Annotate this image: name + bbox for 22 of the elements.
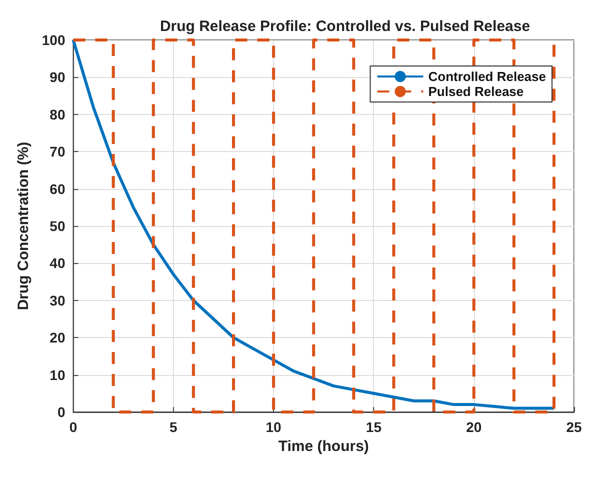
chart-title: Drug Release Profile: Controlled vs. Pulsed Release: [160, 18, 530, 35]
y-tick-label: 10: [50, 366, 66, 383]
y-tick-label: 50: [50, 218, 66, 234]
x-tick-label: 25: [566, 419, 582, 435]
y-axis-title: Drug Concentration (%): [15, 142, 32, 310]
x-tick-label: 20: [466, 419, 482, 435]
x-tick-label: 0: [69, 419, 78, 435]
x-tick-label: 10: [266, 419, 282, 435]
y-tick-label: 0: [57, 404, 66, 420]
legend-label: Pulsed Release: [428, 84, 524, 99]
y-tick-label: 100: [42, 32, 66, 48]
x-axis-title: Time (hours): [278, 438, 369, 455]
y-tick-label: 40: [50, 255, 66, 272]
y-tick-label: 70: [50, 144, 66, 160]
y-tick-label: 20: [50, 330, 66, 346]
y-tick-label: 60: [50, 180, 66, 197]
y-tick-label: 80: [50, 106, 66, 122]
legend-label: Controlled Release: [428, 69, 546, 84]
x-tick-label: 5: [170, 419, 178, 435]
y-tick-label: 90: [50, 69, 66, 86]
x-tick-label: 15: [366, 419, 382, 435]
y-tick-label: 30: [50, 292, 66, 308]
